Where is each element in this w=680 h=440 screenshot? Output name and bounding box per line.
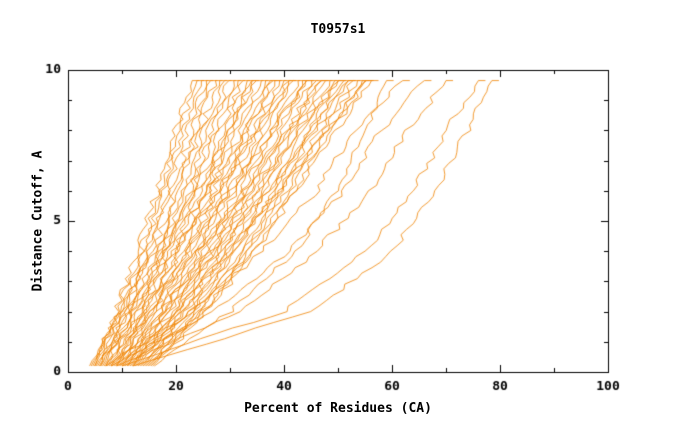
- chart-title: T0957s1: [310, 22, 366, 37]
- x-axis-label: Percent of Residues (CA): [244, 401, 432, 416]
- y-axis-label: Distance Cutoff, A: [30, 150, 46, 292]
